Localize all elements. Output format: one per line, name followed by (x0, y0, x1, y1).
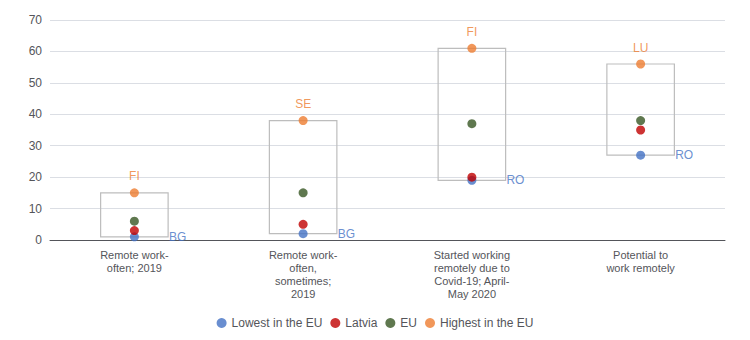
svg-text:often; 2019: often; 2019 (107, 262, 162, 274)
svg-text:Covid-19; April-: Covid-19; April- (434, 275, 510, 287)
svg-text:SE: SE (295, 97, 311, 111)
svg-text:remotely due to: remotely due to (434, 262, 510, 274)
svg-text:LU: LU (633, 41, 648, 55)
svg-text:Highest in the EU: Highest in the EU (440, 316, 533, 330)
svg-text:Latvia: Latvia (345, 316, 377, 330)
svg-text:2019: 2019 (291, 288, 315, 300)
svg-text:BG: BG (338, 227, 355, 241)
svg-text:often,: often, (289, 262, 317, 274)
svg-text:40: 40 (29, 107, 43, 121)
svg-text:20: 20 (29, 170, 43, 184)
svg-text:RO: RO (506, 173, 524, 187)
svg-text:EU: EU (400, 316, 417, 330)
svg-text:70: 70 (29, 13, 43, 27)
svg-text:Potential to: Potential to (613, 249, 668, 261)
svg-text:50: 50 (29, 76, 43, 90)
svg-text:Started working: Started working (434, 249, 510, 261)
svg-text:Lowest in the EU: Lowest in the EU (232, 316, 323, 330)
svg-text:0: 0 (35, 233, 42, 247)
svg-text:May 2020: May 2020 (448, 288, 496, 300)
svg-text:30: 30 (29, 139, 43, 153)
svg-text:Remote work-: Remote work- (100, 249, 169, 261)
svg-text:60: 60 (29, 44, 43, 58)
svg-text:sometimes;: sometimes; (275, 275, 331, 287)
svg-text:RO: RO (675, 148, 693, 162)
svg-text:FI: FI (467, 25, 478, 39)
svg-text:work remotely: work remotely (605, 262, 675, 274)
svg-text:BG: BG (169, 230, 186, 244)
svg-text:FI: FI (129, 169, 140, 183)
svg-text:10: 10 (29, 202, 43, 216)
svg-text:Remote work-: Remote work- (269, 249, 338, 261)
